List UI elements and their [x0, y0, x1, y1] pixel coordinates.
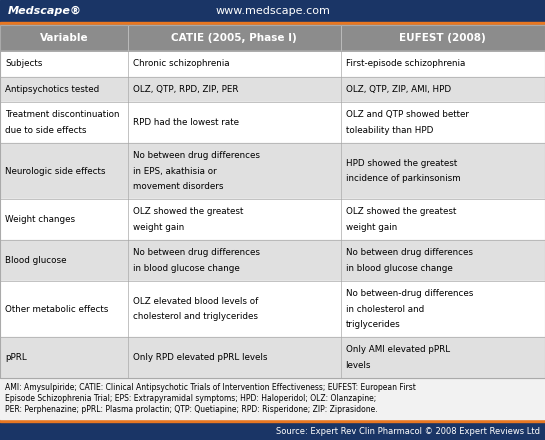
Bar: [0, 240, 545, 281]
Text: OLZ, QTP, RPD, ZIP, PER: OLZ, QTP, RPD, ZIP, PER: [133, 85, 239, 94]
Text: weight gain: weight gain: [133, 223, 184, 232]
Text: Subjects: Subjects: [5, 59, 43, 68]
Text: Chronic schizophrenia: Chronic schizophrenia: [133, 59, 229, 68]
Text: OLZ, QTP, ZIP, AMI, HPD: OLZ, QTP, ZIP, AMI, HPD: [346, 85, 451, 94]
Bar: [0, 0, 545, 22]
Text: triglycerides: triglycerides: [346, 320, 401, 329]
Bar: [0, 419, 545, 422]
Text: OLZ and QTP showed better: OLZ and QTP showed better: [346, 110, 469, 119]
Text: Medscape®: Medscape®: [8, 6, 82, 16]
Bar: [0, 199, 545, 240]
Bar: [0, 378, 545, 419]
Text: OLZ elevated blood levels of: OLZ elevated blood levels of: [133, 297, 258, 306]
Text: Variable: Variable: [40, 33, 88, 43]
Text: Only AMI elevated pPRL: Only AMI elevated pPRL: [346, 345, 450, 354]
Text: HPD showed the greatest: HPD showed the greatest: [346, 159, 457, 168]
Bar: [0, 77, 545, 102]
Text: Source: Expert Rev Clin Pharmacol © 2008 Expert Reviews Ltd: Source: Expert Rev Clin Pharmacol © 2008…: [276, 426, 540, 436]
Text: EUFEST (2008): EUFEST (2008): [399, 33, 486, 43]
Text: Weight changes: Weight changes: [5, 215, 75, 224]
Text: PER: Perphenazine; pPRL: Plasma prolactin; QTP: Quetiapine; RPD: Risperidone; ZI: PER: Perphenazine; pPRL: Plasma prolacti…: [5, 405, 378, 414]
Text: OLZ showed the greatest: OLZ showed the greatest: [133, 207, 244, 216]
Text: in EPS, akathisia or: in EPS, akathisia or: [133, 167, 217, 176]
Text: Other metabolic effects: Other metabolic effects: [5, 304, 108, 314]
Text: No between drug differences: No between drug differences: [133, 151, 260, 160]
Text: toleability than HPD: toleability than HPD: [346, 126, 433, 135]
Bar: [0, 422, 545, 440]
Text: Treatment discontinuation: Treatment discontinuation: [5, 110, 119, 119]
Bar: [0, 51, 545, 77]
Text: due to side effects: due to side effects: [5, 126, 87, 135]
Text: www.medscape.com: www.medscape.com: [215, 6, 330, 16]
Text: RPD had the lowest rate: RPD had the lowest rate: [133, 118, 239, 127]
Bar: [0, 25, 545, 378]
Text: in blood glucose change: in blood glucose change: [346, 264, 452, 273]
Text: First-episode schizophrenia: First-episode schizophrenia: [346, 59, 465, 68]
Text: No between-drug differences: No between-drug differences: [346, 289, 473, 298]
Bar: [0, 281, 545, 337]
Text: Antipsychotics tested: Antipsychotics tested: [5, 85, 99, 94]
Bar: [0, 22, 545, 25]
Text: in cholesterol and: in cholesterol and: [346, 304, 424, 314]
Text: Only RPD elevated pPRL levels: Only RPD elevated pPRL levels: [133, 353, 268, 362]
Text: weight gain: weight gain: [346, 223, 397, 232]
Bar: [0, 143, 545, 199]
Text: cholesterol and triglycerides: cholesterol and triglycerides: [133, 312, 258, 321]
Text: in blood glucose change: in blood glucose change: [133, 264, 240, 273]
Text: No between drug differences: No between drug differences: [133, 248, 260, 257]
Bar: [0, 337, 545, 378]
Bar: [0, 25, 545, 51]
Text: pPRL: pPRL: [5, 353, 27, 362]
Text: No between drug differences: No between drug differences: [346, 248, 473, 257]
Text: AMI: Amysulpiride; CATIE: Clinical Antipsychotic Trials of Intervention Effectiv: AMI: Amysulpiride; CATIE: Clinical Antip…: [5, 383, 416, 392]
Text: Blood glucose: Blood glucose: [5, 256, 66, 265]
Text: OLZ showed the greatest: OLZ showed the greatest: [346, 207, 456, 216]
Bar: [0, 102, 545, 143]
Text: movement disorders: movement disorders: [133, 182, 223, 191]
Text: incidence of parkinsonism: incidence of parkinsonism: [346, 174, 460, 183]
Text: levels: levels: [346, 361, 371, 370]
Text: CATIE (2005, Phase I): CATIE (2005, Phase I): [172, 33, 297, 43]
Text: Neurologic side effects: Neurologic side effects: [5, 167, 106, 176]
Text: Episode Schizophrenia Trial; EPS: Extrapyramidal symptoms; HPD: Haloperidol; OLZ: Episode Schizophrenia Trial; EPS: Extrap…: [5, 394, 376, 403]
